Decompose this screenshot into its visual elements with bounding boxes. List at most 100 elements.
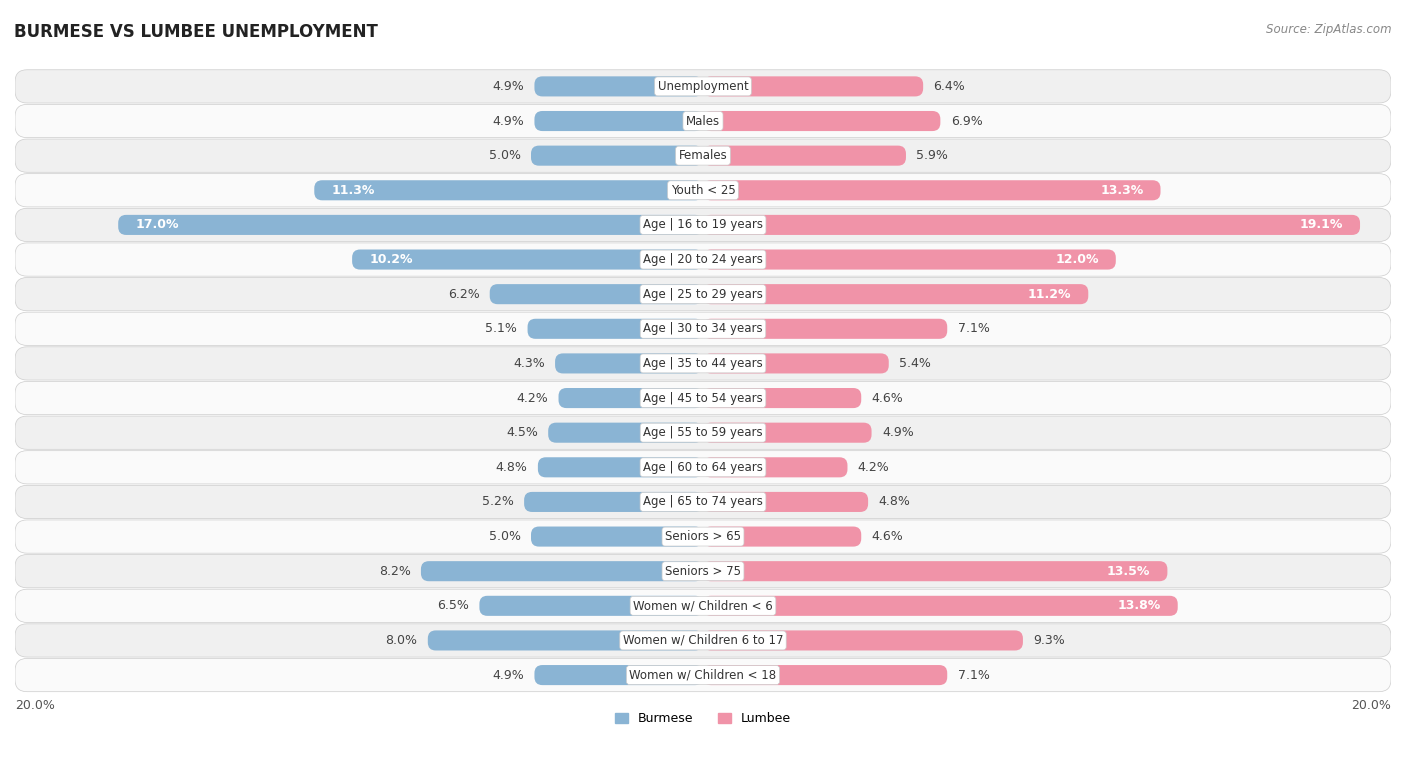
FancyBboxPatch shape [703, 250, 1116, 269]
Text: 5.9%: 5.9% [917, 149, 948, 162]
FancyBboxPatch shape [15, 70, 1391, 103]
FancyBboxPatch shape [15, 208, 1391, 241]
Text: Age | 65 to 74 years: Age | 65 to 74 years [643, 495, 763, 509]
Text: 10.2%: 10.2% [370, 253, 413, 266]
Text: 4.8%: 4.8% [879, 495, 910, 509]
FancyBboxPatch shape [534, 665, 703, 685]
Text: 13.5%: 13.5% [1107, 565, 1150, 578]
FancyBboxPatch shape [15, 243, 1391, 276]
FancyBboxPatch shape [315, 180, 703, 201]
FancyBboxPatch shape [534, 111, 703, 131]
Text: 20.0%: 20.0% [1351, 699, 1391, 712]
Text: 5.1%: 5.1% [485, 322, 517, 335]
Text: 8.0%: 8.0% [385, 634, 418, 647]
Text: 6.5%: 6.5% [437, 600, 470, 612]
Text: Age | 16 to 19 years: Age | 16 to 19 years [643, 219, 763, 232]
FancyBboxPatch shape [538, 457, 703, 478]
FancyBboxPatch shape [703, 457, 848, 478]
Text: 4.9%: 4.9% [882, 426, 914, 439]
Text: Age | 55 to 59 years: Age | 55 to 59 years [643, 426, 763, 439]
FancyBboxPatch shape [703, 631, 1024, 650]
Text: 13.3%: 13.3% [1099, 184, 1143, 197]
Text: 9.3%: 9.3% [1033, 634, 1064, 647]
Text: Youth < 25: Youth < 25 [671, 184, 735, 197]
Text: Females: Females [679, 149, 727, 162]
FancyBboxPatch shape [15, 450, 1391, 484]
FancyBboxPatch shape [703, 319, 948, 339]
Text: 8.2%: 8.2% [378, 565, 411, 578]
Text: 6.4%: 6.4% [934, 80, 966, 93]
Text: 13.8%: 13.8% [1118, 600, 1160, 612]
Text: 5.4%: 5.4% [898, 357, 931, 370]
FancyBboxPatch shape [703, 215, 1360, 235]
FancyBboxPatch shape [703, 284, 1088, 304]
Text: 11.2%: 11.2% [1028, 288, 1071, 301]
FancyBboxPatch shape [703, 76, 924, 96]
Text: Males: Males [686, 114, 720, 127]
Text: 4.6%: 4.6% [872, 391, 903, 404]
FancyBboxPatch shape [703, 422, 872, 443]
FancyBboxPatch shape [15, 347, 1391, 380]
Legend: Burmese, Lumbee: Burmese, Lumbee [610, 707, 796, 730]
FancyBboxPatch shape [15, 416, 1391, 450]
Text: 12.0%: 12.0% [1054, 253, 1098, 266]
FancyBboxPatch shape [555, 354, 703, 373]
FancyBboxPatch shape [548, 422, 703, 443]
FancyBboxPatch shape [703, 596, 1178, 616]
Text: Seniors > 65: Seniors > 65 [665, 530, 741, 543]
FancyBboxPatch shape [479, 596, 703, 616]
FancyBboxPatch shape [15, 659, 1391, 692]
FancyBboxPatch shape [15, 485, 1391, 519]
FancyBboxPatch shape [15, 624, 1391, 657]
Text: Source: ZipAtlas.com: Source: ZipAtlas.com [1267, 23, 1392, 36]
Text: 5.0%: 5.0% [489, 530, 520, 543]
FancyBboxPatch shape [527, 319, 703, 339]
Text: Age | 25 to 29 years: Age | 25 to 29 years [643, 288, 763, 301]
FancyBboxPatch shape [703, 561, 1167, 581]
Text: Age | 45 to 54 years: Age | 45 to 54 years [643, 391, 763, 404]
Text: Age | 35 to 44 years: Age | 35 to 44 years [643, 357, 763, 370]
FancyBboxPatch shape [703, 492, 868, 512]
FancyBboxPatch shape [703, 111, 941, 131]
FancyBboxPatch shape [531, 145, 703, 166]
Text: 4.5%: 4.5% [506, 426, 538, 439]
FancyBboxPatch shape [703, 527, 862, 547]
Text: 6.9%: 6.9% [950, 114, 983, 127]
FancyBboxPatch shape [703, 665, 948, 685]
Text: Age | 20 to 24 years: Age | 20 to 24 years [643, 253, 763, 266]
FancyBboxPatch shape [15, 520, 1391, 553]
FancyBboxPatch shape [524, 492, 703, 512]
Text: Women w/ Children < 18: Women w/ Children < 18 [630, 668, 776, 681]
Text: 6.2%: 6.2% [447, 288, 479, 301]
Text: 4.9%: 4.9% [492, 80, 524, 93]
Text: 5.2%: 5.2% [482, 495, 513, 509]
Text: 11.3%: 11.3% [332, 184, 375, 197]
Text: 4.9%: 4.9% [492, 114, 524, 127]
Text: 19.1%: 19.1% [1299, 219, 1343, 232]
Text: 4.3%: 4.3% [513, 357, 544, 370]
FancyBboxPatch shape [703, 145, 905, 166]
FancyBboxPatch shape [558, 388, 703, 408]
Text: Age | 30 to 34 years: Age | 30 to 34 years [643, 322, 763, 335]
FancyBboxPatch shape [15, 104, 1391, 138]
FancyBboxPatch shape [703, 180, 1160, 201]
FancyBboxPatch shape [703, 354, 889, 373]
FancyBboxPatch shape [420, 561, 703, 581]
Text: Women w/ Children < 6: Women w/ Children < 6 [633, 600, 773, 612]
FancyBboxPatch shape [427, 631, 703, 650]
Text: Unemployment: Unemployment [658, 80, 748, 93]
FancyBboxPatch shape [352, 250, 703, 269]
Text: 5.0%: 5.0% [489, 149, 520, 162]
Text: 17.0%: 17.0% [135, 219, 179, 232]
FancyBboxPatch shape [15, 312, 1391, 345]
FancyBboxPatch shape [15, 139, 1391, 173]
Text: 4.2%: 4.2% [516, 391, 548, 404]
FancyBboxPatch shape [118, 215, 703, 235]
FancyBboxPatch shape [15, 278, 1391, 311]
FancyBboxPatch shape [15, 589, 1391, 622]
Text: BURMESE VS LUMBEE UNEMPLOYMENT: BURMESE VS LUMBEE UNEMPLOYMENT [14, 23, 378, 41]
Text: 4.9%: 4.9% [492, 668, 524, 681]
Text: 4.2%: 4.2% [858, 461, 890, 474]
Text: Age | 60 to 64 years: Age | 60 to 64 years [643, 461, 763, 474]
Text: Seniors > 75: Seniors > 75 [665, 565, 741, 578]
